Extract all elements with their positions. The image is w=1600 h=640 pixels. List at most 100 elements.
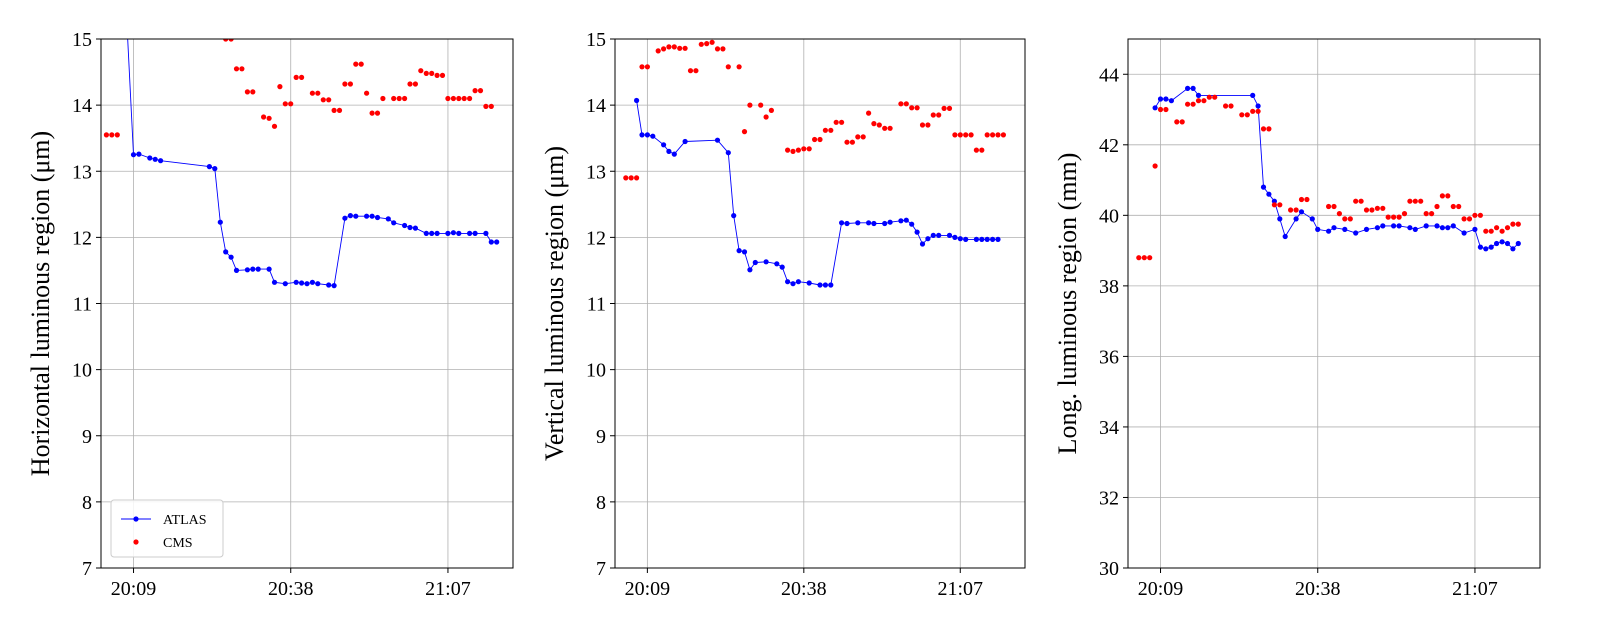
data-point-cms: [429, 70, 435, 76]
data-point-cms: [1228, 103, 1234, 109]
data-point-cms: [1439, 193, 1445, 199]
data-point-cms: [709, 39, 715, 45]
data-point-cms: [1342, 216, 1348, 222]
data-point-cms: [1244, 112, 1250, 118]
data-point-atlas: [217, 219, 223, 225]
data-point-atlas: [407, 224, 413, 231]
data-point-atlas: [882, 220, 888, 227]
data-point-atlas: [1472, 226, 1478, 232]
data-point-atlas: [871, 220, 877, 227]
data-point-cms: [1418, 198, 1424, 204]
data-point-atlas: [1391, 223, 1397, 229]
data-point-cms: [758, 102, 764, 108]
data-point-atlas: [152, 156, 158, 162]
y-tick-label: 7: [596, 558, 606, 580]
data-point-cms: [704, 41, 710, 47]
data-point-cms: [919, 122, 926, 128]
series-line-atlas: [127, 39, 497, 287]
y-tick-label: 11: [73, 294, 92, 316]
data-point-cms: [795, 147, 802, 153]
data-point-cms: [402, 95, 408, 102]
data-point-cms: [1358, 198, 1364, 204]
series-line-atlas: [1154, 87, 1519, 250]
y-tick-label: 13: [72, 161, 92, 183]
data-point-cms: [1456, 203, 1462, 210]
data-point-cms: [434, 72, 440, 78]
x-tick-label: 21:07: [425, 578, 471, 600]
data-point-atlas: [136, 151, 142, 157]
data-point-cms: [250, 89, 256, 95]
data-point-cms: [1401, 211, 1408, 217]
data-point-atlas: [1282, 233, 1288, 240]
data-point-cms: [266, 115, 272, 121]
y-tick-label: 10: [72, 360, 92, 382]
data-point-cms: [445, 95, 451, 102]
legend-box: [110, 499, 224, 558]
data-point-cms: [467, 95, 473, 102]
data-point-cms: [687, 68, 694, 74]
data-point-atlas: [1342, 226, 1348, 232]
legend-marker: [133, 539, 139, 545]
data-point-atlas: [925, 236, 931, 242]
data-point-atlas: [326, 282, 332, 288]
data-point-cms: [1141, 255, 1147, 261]
data-point-cms: [1000, 132, 1007, 138]
data-point-atlas: [763, 259, 769, 265]
data-point-atlas: [385, 216, 391, 222]
data-point-atlas: [952, 234, 958, 240]
data-point-atlas: [639, 132, 645, 138]
data-point-cms: [957, 132, 963, 138]
data-point-cms: [952, 132, 958, 138]
data-point-atlas: [1331, 225, 1337, 231]
data-point-atlas: [644, 132, 651, 138]
data-point-atlas: [634, 97, 640, 104]
y-tick-label: 9: [596, 426, 606, 448]
data-point-atlas: [1353, 230, 1359, 236]
data-point-atlas: [828, 282, 834, 288]
data-point-cms: [1488, 228, 1494, 234]
data-point-atlas: [1423, 223, 1429, 229]
data-point-atlas: [212, 166, 218, 172]
data-point-cms: [1326, 203, 1332, 210]
data-point-atlas: [228, 254, 234, 260]
data-point-atlas: [855, 220, 861, 226]
data-point-atlas: [898, 218, 904, 224]
data-point-cms: [698, 41, 704, 47]
data-point-cms: [1347, 216, 1353, 222]
data-point-cms: [1190, 101, 1196, 107]
data-point-atlas: [1293, 216, 1299, 222]
data-point-atlas: [353, 213, 359, 219]
y-tick-label: 9: [82, 426, 92, 448]
data-point-atlas: [774, 261, 780, 267]
data-point-cms: [671, 44, 677, 50]
data-point-cms: [396, 95, 402, 102]
data-point-cms: [1157, 106, 1164, 113]
data-point-cms: [655, 48, 661, 54]
plot-area: [103, 39, 500, 289]
data-point-cms: [644, 64, 651, 70]
data-point-cms: [628, 175, 634, 181]
data-point-atlas: [1277, 216, 1283, 222]
panel-longitudinal: 30 32 34 36 38 40 42 44 20:09 20:38 21:07 Long. lum…: [1053, 38, 1541, 600]
data-point-cms: [244, 89, 250, 95]
series-cms: [103, 39, 494, 138]
data-point-cms: [358, 61, 364, 67]
data-point-atlas: [271, 279, 278, 285]
data-point-atlas: [731, 213, 737, 219]
x-tick-label: 21:07: [1452, 578, 1498, 600]
data-point-cms: [1380, 205, 1386, 211]
data-point-atlas: [795, 279, 802, 285]
data-point-cms: [299, 74, 305, 80]
data-point-cms: [871, 121, 877, 127]
data-point-cms: [833, 119, 839, 125]
data-point-atlas: [1412, 226, 1418, 232]
data-point-atlas: [456, 230, 462, 236]
data-point-cms: [109, 132, 115, 138]
data-point-cms: [1391, 214, 1397, 220]
legend-label: ATLAS: [163, 513, 207, 528]
data-point-atlas: [304, 281, 310, 287]
data-point-atlas: [331, 283, 337, 289]
data-point-cms: [1336, 211, 1342, 217]
data-point-atlas: [1190, 85, 1196, 91]
data-point-atlas: [299, 280, 305, 286]
